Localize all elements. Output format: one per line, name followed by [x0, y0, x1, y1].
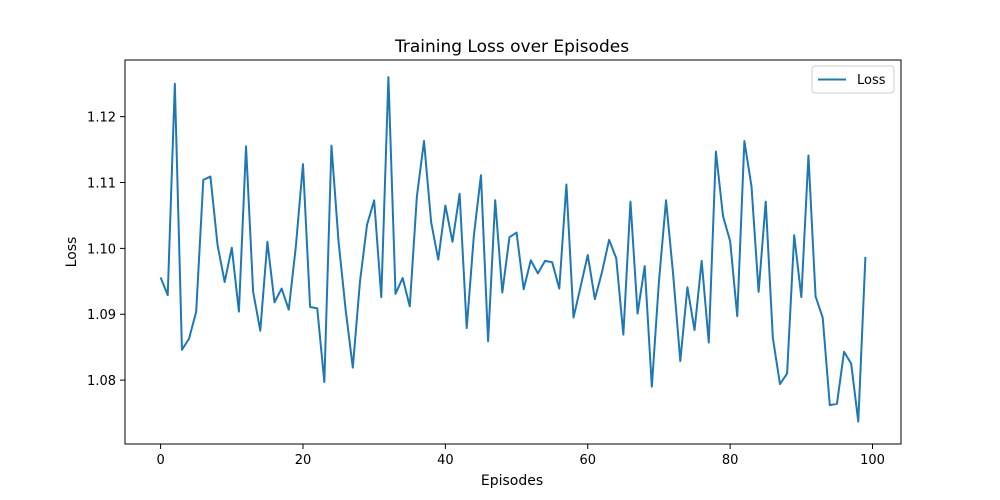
x-axis: 0 20 40 60 80 100	[156, 444, 885, 468]
y-axis: 1.08 1.09 1.10 1.11 1.12	[87, 111, 125, 389]
chart-title: Training Loss over Episodes	[394, 37, 629, 57]
y-axis-label: Loss	[64, 237, 80, 268]
legend: Loss	[811, 65, 895, 94]
y-tick-label: 1.12	[87, 111, 116, 126]
legend-box	[811, 65, 895, 94]
y-tick-label: 1.11	[87, 177, 116, 192]
x-tick-label: 100	[860, 453, 885, 468]
x-tick-label: 60	[579, 453, 596, 468]
x-tick-label: 0	[156, 453, 164, 468]
y-tick-label: 1.09	[87, 308, 116, 323]
axes-frame	[124, 59, 902, 445]
x-tick-label: 20	[295, 453, 312, 468]
legend-label-loss: Loss	[857, 73, 886, 88]
x-tick-label: 40	[437, 453, 454, 468]
x-axis-label: Episodes	[481, 473, 543, 489]
plot-area	[159, 76, 867, 423]
x-tick-label: 80	[722, 453, 739, 468]
y-tick-label: 1.08	[87, 374, 116, 389]
y-tick-label: 1.10	[87, 242, 116, 257]
series-line-loss	[159, 76, 867, 423]
